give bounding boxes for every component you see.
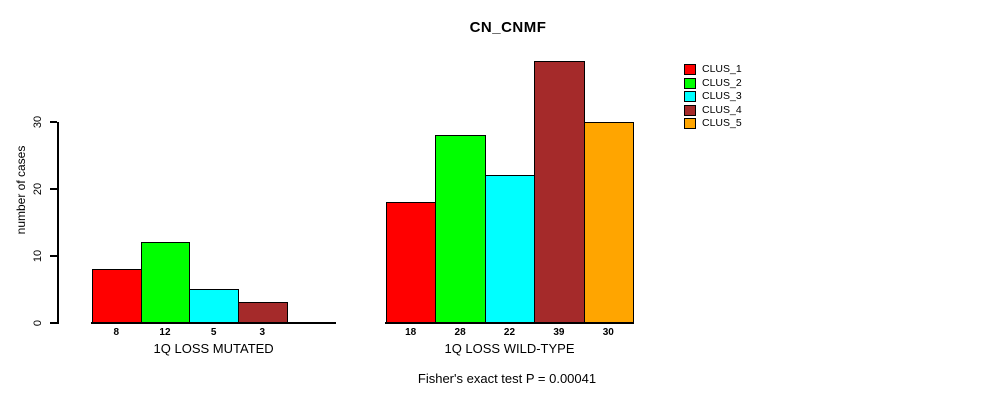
legend-label: CLUS_5 — [702, 117, 742, 130]
bar — [484, 175, 536, 324]
group-label: 1Q LOSS WILD-TYPE — [444, 341, 575, 356]
legend-label: CLUS_1 — [702, 63, 742, 75]
bar — [237, 302, 288, 324]
bar-value-label: 28 — [454, 326, 466, 338]
bar-value-label: 5 — [210, 326, 217, 338]
chart-title: CN_CNMF — [469, 19, 547, 36]
y-axis-tick-label: 0 — [32, 319, 44, 326]
bar-value-label: 30 — [602, 326, 614, 338]
bar — [189, 289, 239, 324]
bar-value-label: 39 — [553, 326, 565, 338]
y-axis-tick-label: 30 — [32, 115, 44, 128]
y-axis-tick-label: 20 — [32, 182, 44, 195]
group-label: 1Q LOSS MUTATED — [153, 341, 274, 356]
bar — [386, 201, 437, 324]
baseline — [385, 321, 634, 324]
bar-value-label: 22 — [503, 326, 516, 338]
y-axis-line — [57, 121, 59, 324]
legend-label: CLUS_3 — [702, 90, 742, 103]
bar — [583, 121, 634, 324]
bar-value-label: 8 — [113, 326, 120, 338]
legend-swatch — [684, 77, 696, 89]
legend-swatch — [684, 64, 696, 75]
bar-value-label: 18 — [405, 326, 417, 338]
legend-label: CLUS_2 — [702, 76, 742, 89]
bar-value-label: 3 — [259, 326, 266, 338]
legend-swatch — [684, 91, 696, 103]
legend-swatch — [684, 104, 696, 116]
y-axis-tick — [50, 121, 57, 123]
y-axis-tick — [50, 255, 57, 257]
y-axis-tick — [50, 188, 57, 190]
bar — [534, 61, 585, 324]
bar — [92, 268, 142, 324]
bar-value-label: 12 — [159, 326, 171, 338]
baseline — [91, 321, 337, 324]
legend-label: CLUS_4 — [702, 103, 742, 116]
bar — [435, 134, 486, 324]
fisher-test-footnote: Fisher's exact test P = 0.00041 — [417, 371, 597, 386]
y-axis-tick-label: 10 — [32, 249, 44, 262]
y-axis-tick — [50, 322, 57, 324]
legend-swatch — [684, 118, 696, 130]
bar — [140, 242, 191, 324]
y-axis-label: number of cases — [14, 145, 28, 235]
